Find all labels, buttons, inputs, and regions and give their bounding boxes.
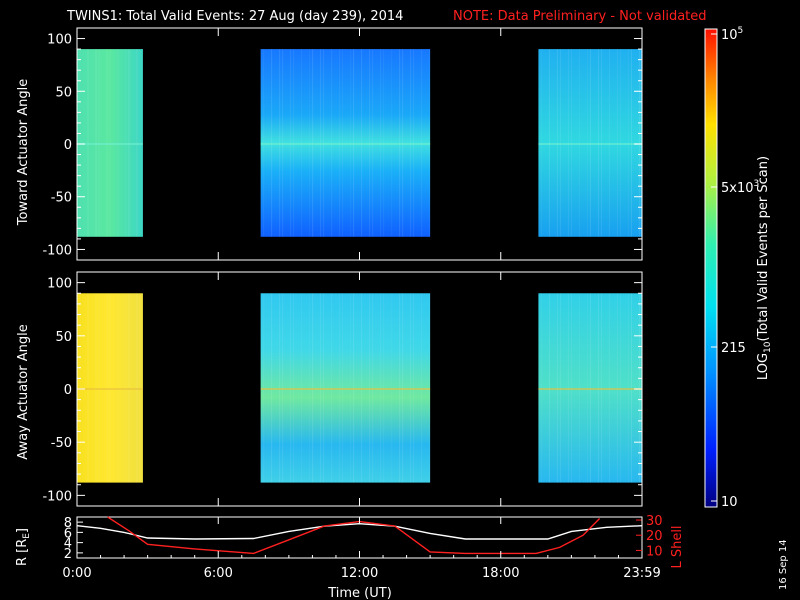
heatmap-block <box>260 49 431 237</box>
x-tick-label: 18:00 <box>482 566 519 581</box>
y-tick-label: -50 <box>51 436 72 451</box>
y-tick-label: 100 <box>47 277 72 292</box>
colorbar-tick-base: 10 <box>721 28 738 43</box>
preliminary-note: NOTE: Data Preliminary - Not validated <box>453 9 707 24</box>
colorbar-label: LOG10(Total Valid Events per Scan) <box>756 156 773 380</box>
colorbar-tick-base: 10 <box>721 495 738 510</box>
y-tick-label: 6 <box>64 526 72 541</box>
chart-title: TWINS1: Total Valid Events: 27 Aug (day … <box>66 9 403 24</box>
y-tick-label-right: 20 <box>646 529 663 544</box>
x-tick-label: 23:59 <box>623 566 660 581</box>
y-tick-label: 50 <box>55 330 72 345</box>
heatmap-block <box>538 293 642 483</box>
colorbar-tick-exponent: 5 <box>738 26 744 36</box>
colorbar-tick-exponent: 3 <box>754 179 760 189</box>
colorbar-tick-label: 10 <box>721 495 738 510</box>
colorbar-tick-label: 5x103 <box>721 179 759 196</box>
x-tick-label: 0:00 <box>62 566 91 581</box>
y-tick-label: 0 <box>64 138 72 153</box>
colorbar-tick-base: 5x10 <box>721 181 754 196</box>
heatmap-block <box>77 293 143 483</box>
y-tick-label-right: 10 <box>646 544 663 559</box>
heatmap-block <box>538 49 642 237</box>
lshell-ylabel: L Shell <box>670 525 685 568</box>
y-tick-label: 0 <box>64 383 72 398</box>
y-tick-label: -100 <box>42 243 72 258</box>
toward-panel: 100 50 0 -50 -100 <box>42 27 643 261</box>
y-tick-label: 2 <box>64 547 72 562</box>
x-tick-label: 6:00 <box>204 566 233 581</box>
r-line <box>76 522 643 540</box>
x-axis-label: Time (UT) <box>327 586 392 600</box>
colorbar-tick-label: 105 <box>721 26 743 43</box>
toward-ylabel: Toward Actuator Angle <box>16 79 31 226</box>
y-tick-label: 8 <box>64 516 72 531</box>
y-tick-label: 4 <box>64 537 72 552</box>
r-ylabel: R [RE] <box>15 528 32 566</box>
y-tick-label-right: 30 <box>646 514 663 529</box>
colorbar-tick-label: 215 <box>721 341 746 356</box>
away-panel: 100 50 0 -50 -100 <box>42 271 643 507</box>
y-tick-label: -100 <box>42 489 72 504</box>
colorbar-scale <box>704 28 718 508</box>
away-ylabel: Away Actuator Angle <box>16 324 31 459</box>
heatmap-block <box>260 293 431 483</box>
date-stamp: 16 Sep 14 <box>778 539 789 590</box>
colorbar-tick-base: 215 <box>721 341 746 356</box>
heatmap-block <box>77 49 143 237</box>
x-tick-label: 12:00 <box>341 566 378 581</box>
lshell-line <box>107 516 601 555</box>
y-tick-label: -50 <box>51 191 72 206</box>
y-tick-label: 100 <box>47 33 72 48</box>
y-tick-label: 50 <box>55 85 72 100</box>
